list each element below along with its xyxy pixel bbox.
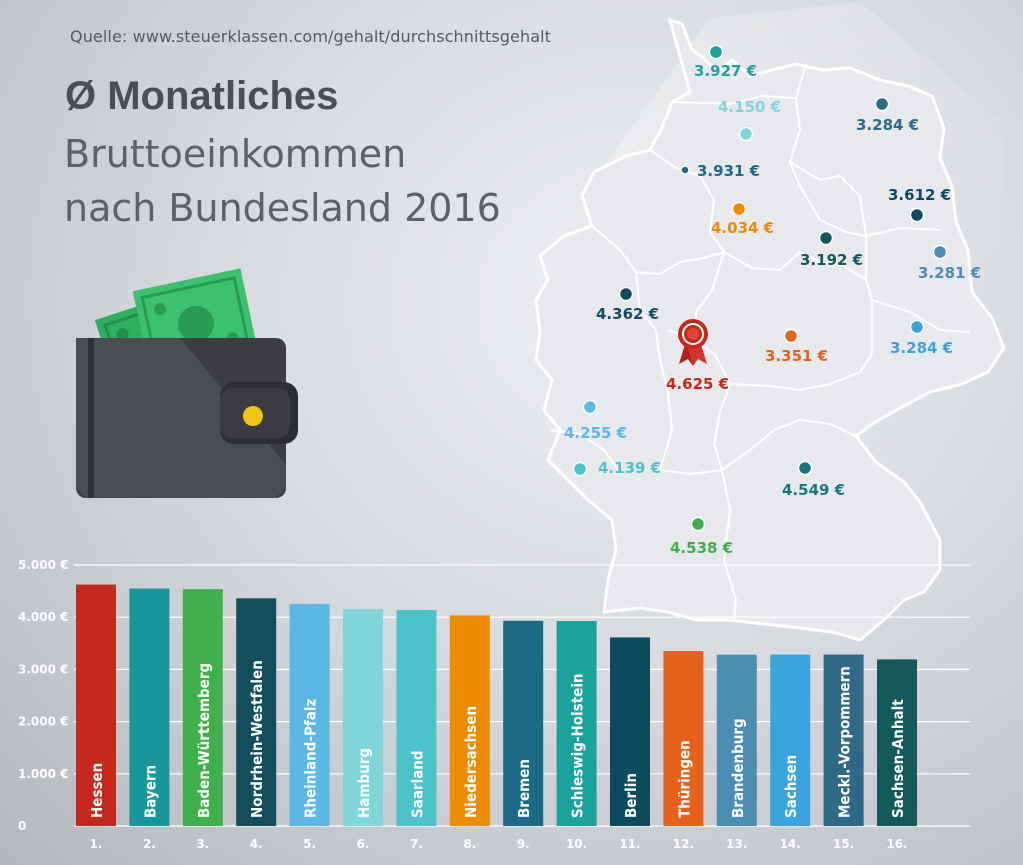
bar-category-label: Baden-Württemberg (195, 663, 213, 818)
map-value-label: 3.927 € (694, 62, 757, 80)
bar-rank-label: 9. (517, 837, 530, 851)
bar-13 (716, 654, 757, 826)
map-value-label: 4.549 € (782, 481, 845, 499)
bar-4 (236, 598, 277, 826)
bar-category-label: Brandenburg (729, 718, 747, 818)
bar-category-label: Nordrhein-Westfalen (248, 660, 266, 818)
bar-category-label: Bayern (141, 765, 159, 818)
bar-rank-label: 15. (833, 837, 854, 851)
page-subtitle-line2: nach Bundesland 2016 (64, 186, 501, 230)
bar-category-label: Saarland (408, 750, 426, 818)
bar-rank-label: 11. (619, 837, 640, 851)
map-marker-5 (731, 201, 747, 217)
bar-rank-label: 14. (780, 837, 801, 851)
source-note: Quelle: www.steuerklassen.com/gehalt/dur… (70, 27, 552, 46)
bar-category-label: Niedersachsen (462, 706, 480, 818)
bar-1 (76, 584, 116, 826)
map-marker-11 (909, 319, 925, 335)
bar-10 (556, 621, 597, 826)
map-value-label: 4.255 € (564, 424, 627, 442)
map-marker-6 (818, 230, 834, 246)
bar-category-label: Berlin (622, 773, 640, 818)
bar-category-label: Rheinland-Pfalz (302, 699, 320, 818)
bar-category-label: Bremen (515, 759, 533, 818)
bar-15 (823, 654, 864, 826)
map-marker-12 (582, 399, 598, 415)
state-borders (549, 63, 971, 621)
map-value-label: 4.150 € (718, 98, 781, 116)
bar-rank-label: 16. (886, 837, 907, 851)
bar-rank-label: 3. (196, 837, 209, 851)
bar-rank-label: 6. (357, 837, 370, 851)
map-marker-3 (680, 165, 690, 175)
map-marker-2 (874, 96, 890, 112)
award-rosette-icon (678, 319, 708, 366)
map-value-label: 4.362 € (596, 305, 659, 323)
map-value-label: 3.284 € (890, 339, 953, 357)
bar-8 (449, 615, 490, 826)
map-value-label: 4.625 € (666, 375, 729, 393)
y-tick-label: 1.000 € (18, 767, 68, 781)
wallet-icon (76, 268, 298, 498)
germany-outline (534, 17, 1006, 642)
bar-rank-label: 12. (673, 837, 694, 851)
bar-category-label: Hessen (88, 763, 106, 818)
y-tick-label: 4.000 € (18, 610, 68, 624)
bar-rank-label: 10. (566, 837, 587, 851)
y-tick-label: 2.000 € (18, 715, 68, 729)
map-marker-8 (618, 286, 634, 302)
bar-rank-label: 4. (250, 837, 263, 851)
map-value-label: 3.931 € (697, 162, 760, 180)
bar-category-label: Sachsen-Anhalt (889, 699, 907, 818)
page-title: Ø Monatliches (65, 74, 339, 118)
bar-category-label: Hamburg (355, 748, 373, 818)
bar-rank-label: 8. (463, 837, 476, 851)
bar-category-label: Thüringen (675, 740, 693, 818)
bar-category-label: Schleswig-Holstein (569, 673, 587, 818)
bar-6 (343, 609, 383, 826)
bar-rank-label: 5. (303, 837, 316, 851)
map-marker-1 (738, 126, 754, 142)
map-value-label: 4.538 € (670, 539, 733, 557)
map-marker-15 (690, 516, 706, 532)
bar-rank-label: 13. (726, 837, 747, 851)
map-value-label: 3.612 € (888, 186, 951, 204)
bar-rank-label: 2. (143, 837, 156, 851)
map-marker-7 (932, 244, 948, 260)
map-value-label: 3.281 € (918, 264, 981, 282)
bar-2 (129, 588, 170, 826)
bar-3 (182, 589, 223, 826)
income-bar-chart: 0 1.000 € 2.000 € 3.000 € 4.000 € 5.000 € Hes… (18, 558, 970, 851)
bar-5 (289, 603, 330, 826)
map-marker-13 (572, 461, 588, 477)
y-tick-label: 0 (18, 819, 26, 833)
map-value-label: 3.192 € (800, 251, 863, 269)
germany-map: 3.927 € 4.150 € 3.284 € 3.931 € 3.612 € 4.034… (534, 2, 1010, 642)
bar-14 (770, 654, 811, 826)
bar-9 (503, 620, 544, 826)
bar-16 (877, 659, 917, 826)
bar-rank-label: 1. (90, 837, 103, 851)
map-value-label: 4.034 € (711, 219, 774, 237)
map-marker-14 (797, 460, 813, 476)
bar-7 (396, 609, 437, 826)
map-marker-4 (909, 207, 925, 223)
map-value-label: 3.284 € (856, 116, 919, 134)
bar-12 (663, 651, 704, 826)
map-marker-10 (783, 328, 799, 344)
map-value-label: 4.139 € (598, 459, 661, 477)
bar-category-label: Meckl.-Vorpommern (836, 666, 854, 818)
page-subtitle-line1: Bruttoeinkommen (64, 132, 407, 176)
bar-category-label: Sachsen (782, 755, 800, 818)
map-value-label: 3.351 € (765, 347, 828, 365)
y-tick-label: 5.000 € (18, 558, 68, 572)
map-marker-0 (708, 44, 724, 60)
y-tick-label: 3.000 € (18, 662, 68, 676)
bar-rank-label: 7. (410, 837, 423, 851)
bar-11 (610, 637, 650, 826)
